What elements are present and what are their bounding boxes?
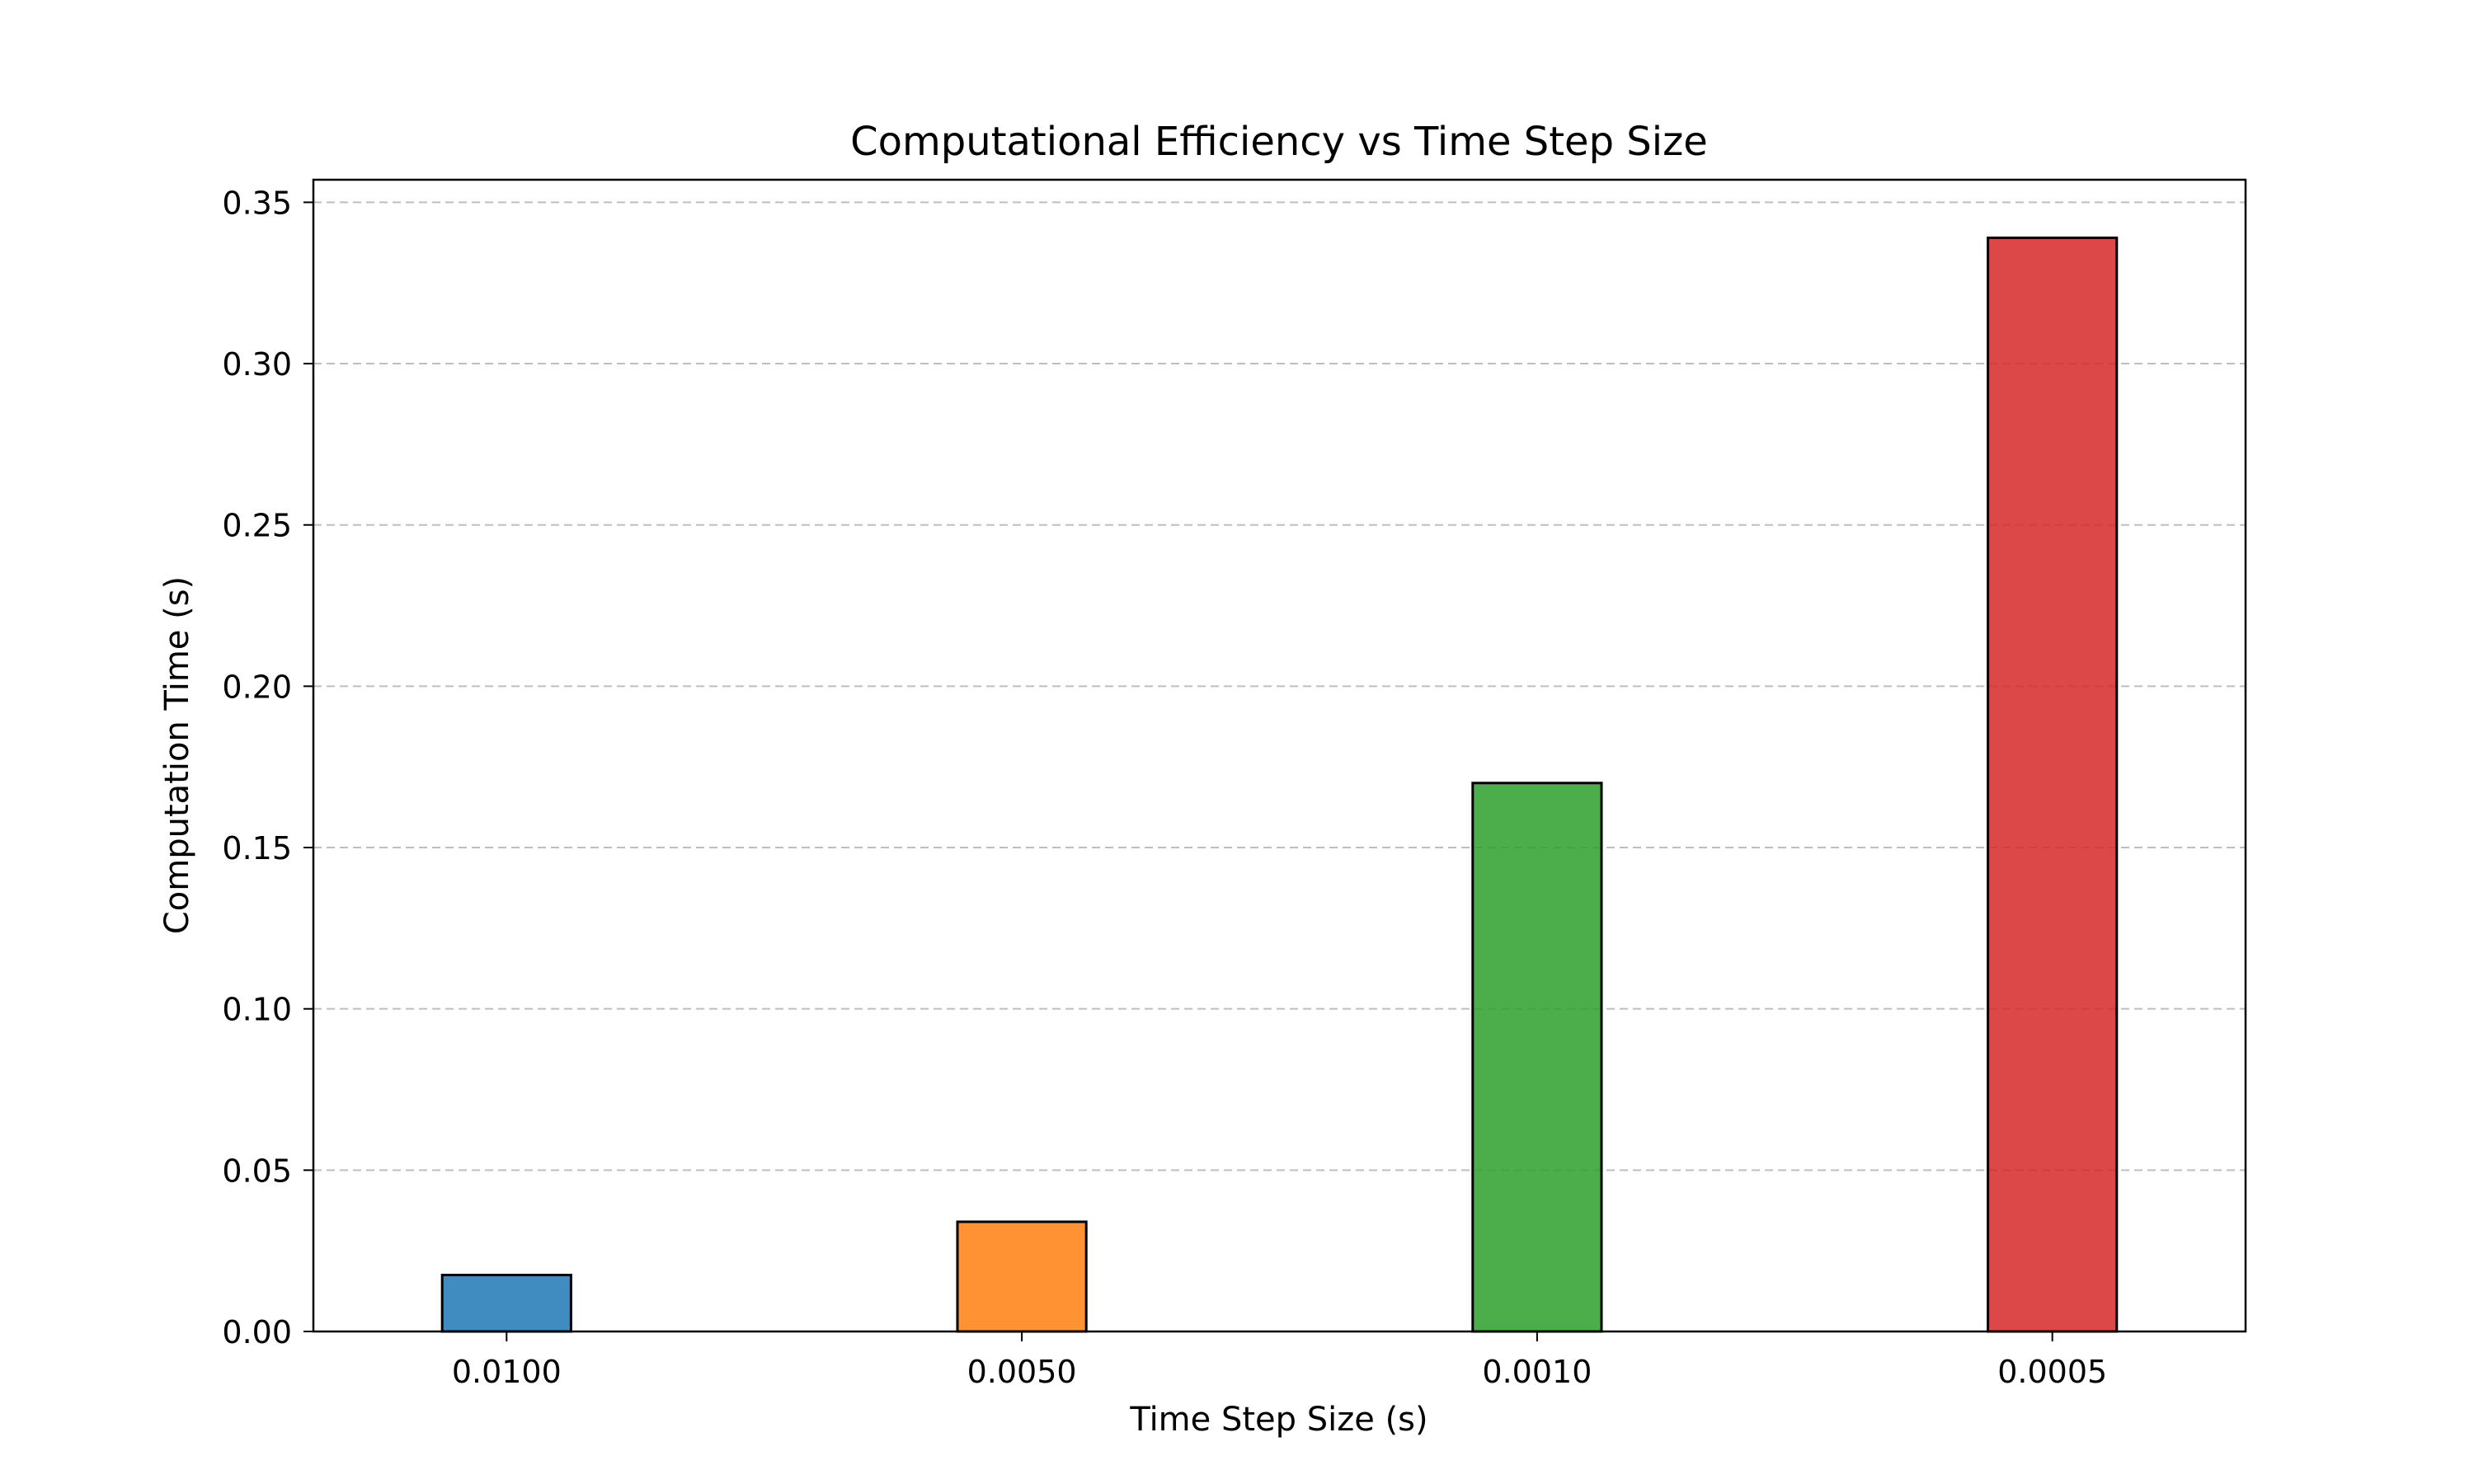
y-tick-label: 0.30 <box>222 346 292 383</box>
plot-frame <box>312 178 2247 1333</box>
y-tick-label: 0.20 <box>222 669 292 705</box>
y-tick-label: 0.05 <box>222 1153 292 1189</box>
chart-title: Computational Efficiency vs Time Step Si… <box>850 119 1708 165</box>
y-tick-label: 0.35 <box>222 185 292 221</box>
bar-0.0050 <box>956 1220 1088 1333</box>
x-tick-label: 0.0100 <box>452 1354 562 1390</box>
x-tick-label: 0.0050 <box>967 1354 1077 1390</box>
y-tick-label: 0.00 <box>222 1314 292 1350</box>
x-tick-label: 0.0010 <box>1482 1354 1592 1390</box>
y-axis-label: Computation Time (s) <box>158 576 196 934</box>
y-tick-label: 0.10 <box>222 992 292 1028</box>
y-tick-label: 0.15 <box>222 830 292 866</box>
x-axis-label: Time Step Size (s) <box>1129 1401 1427 1439</box>
bar-0.0005 <box>1987 236 2119 1333</box>
y-tick-label: 0.25 <box>222 508 292 544</box>
grid-lines <box>313 201 2246 1172</box>
bar-0.0100 <box>440 1274 572 1333</box>
y-axis-ticks: 0.00 0.05 0.10 0.15 0.20 0.25 0.30 0.35 <box>222 185 313 1350</box>
x-axis-ticks: 0.0100 0.0050 0.0010 0.0005 <box>452 1331 2107 1390</box>
x-tick-label: 0.0005 <box>1997 1354 2107 1390</box>
bar-0.0010 <box>1471 782 1603 1333</box>
